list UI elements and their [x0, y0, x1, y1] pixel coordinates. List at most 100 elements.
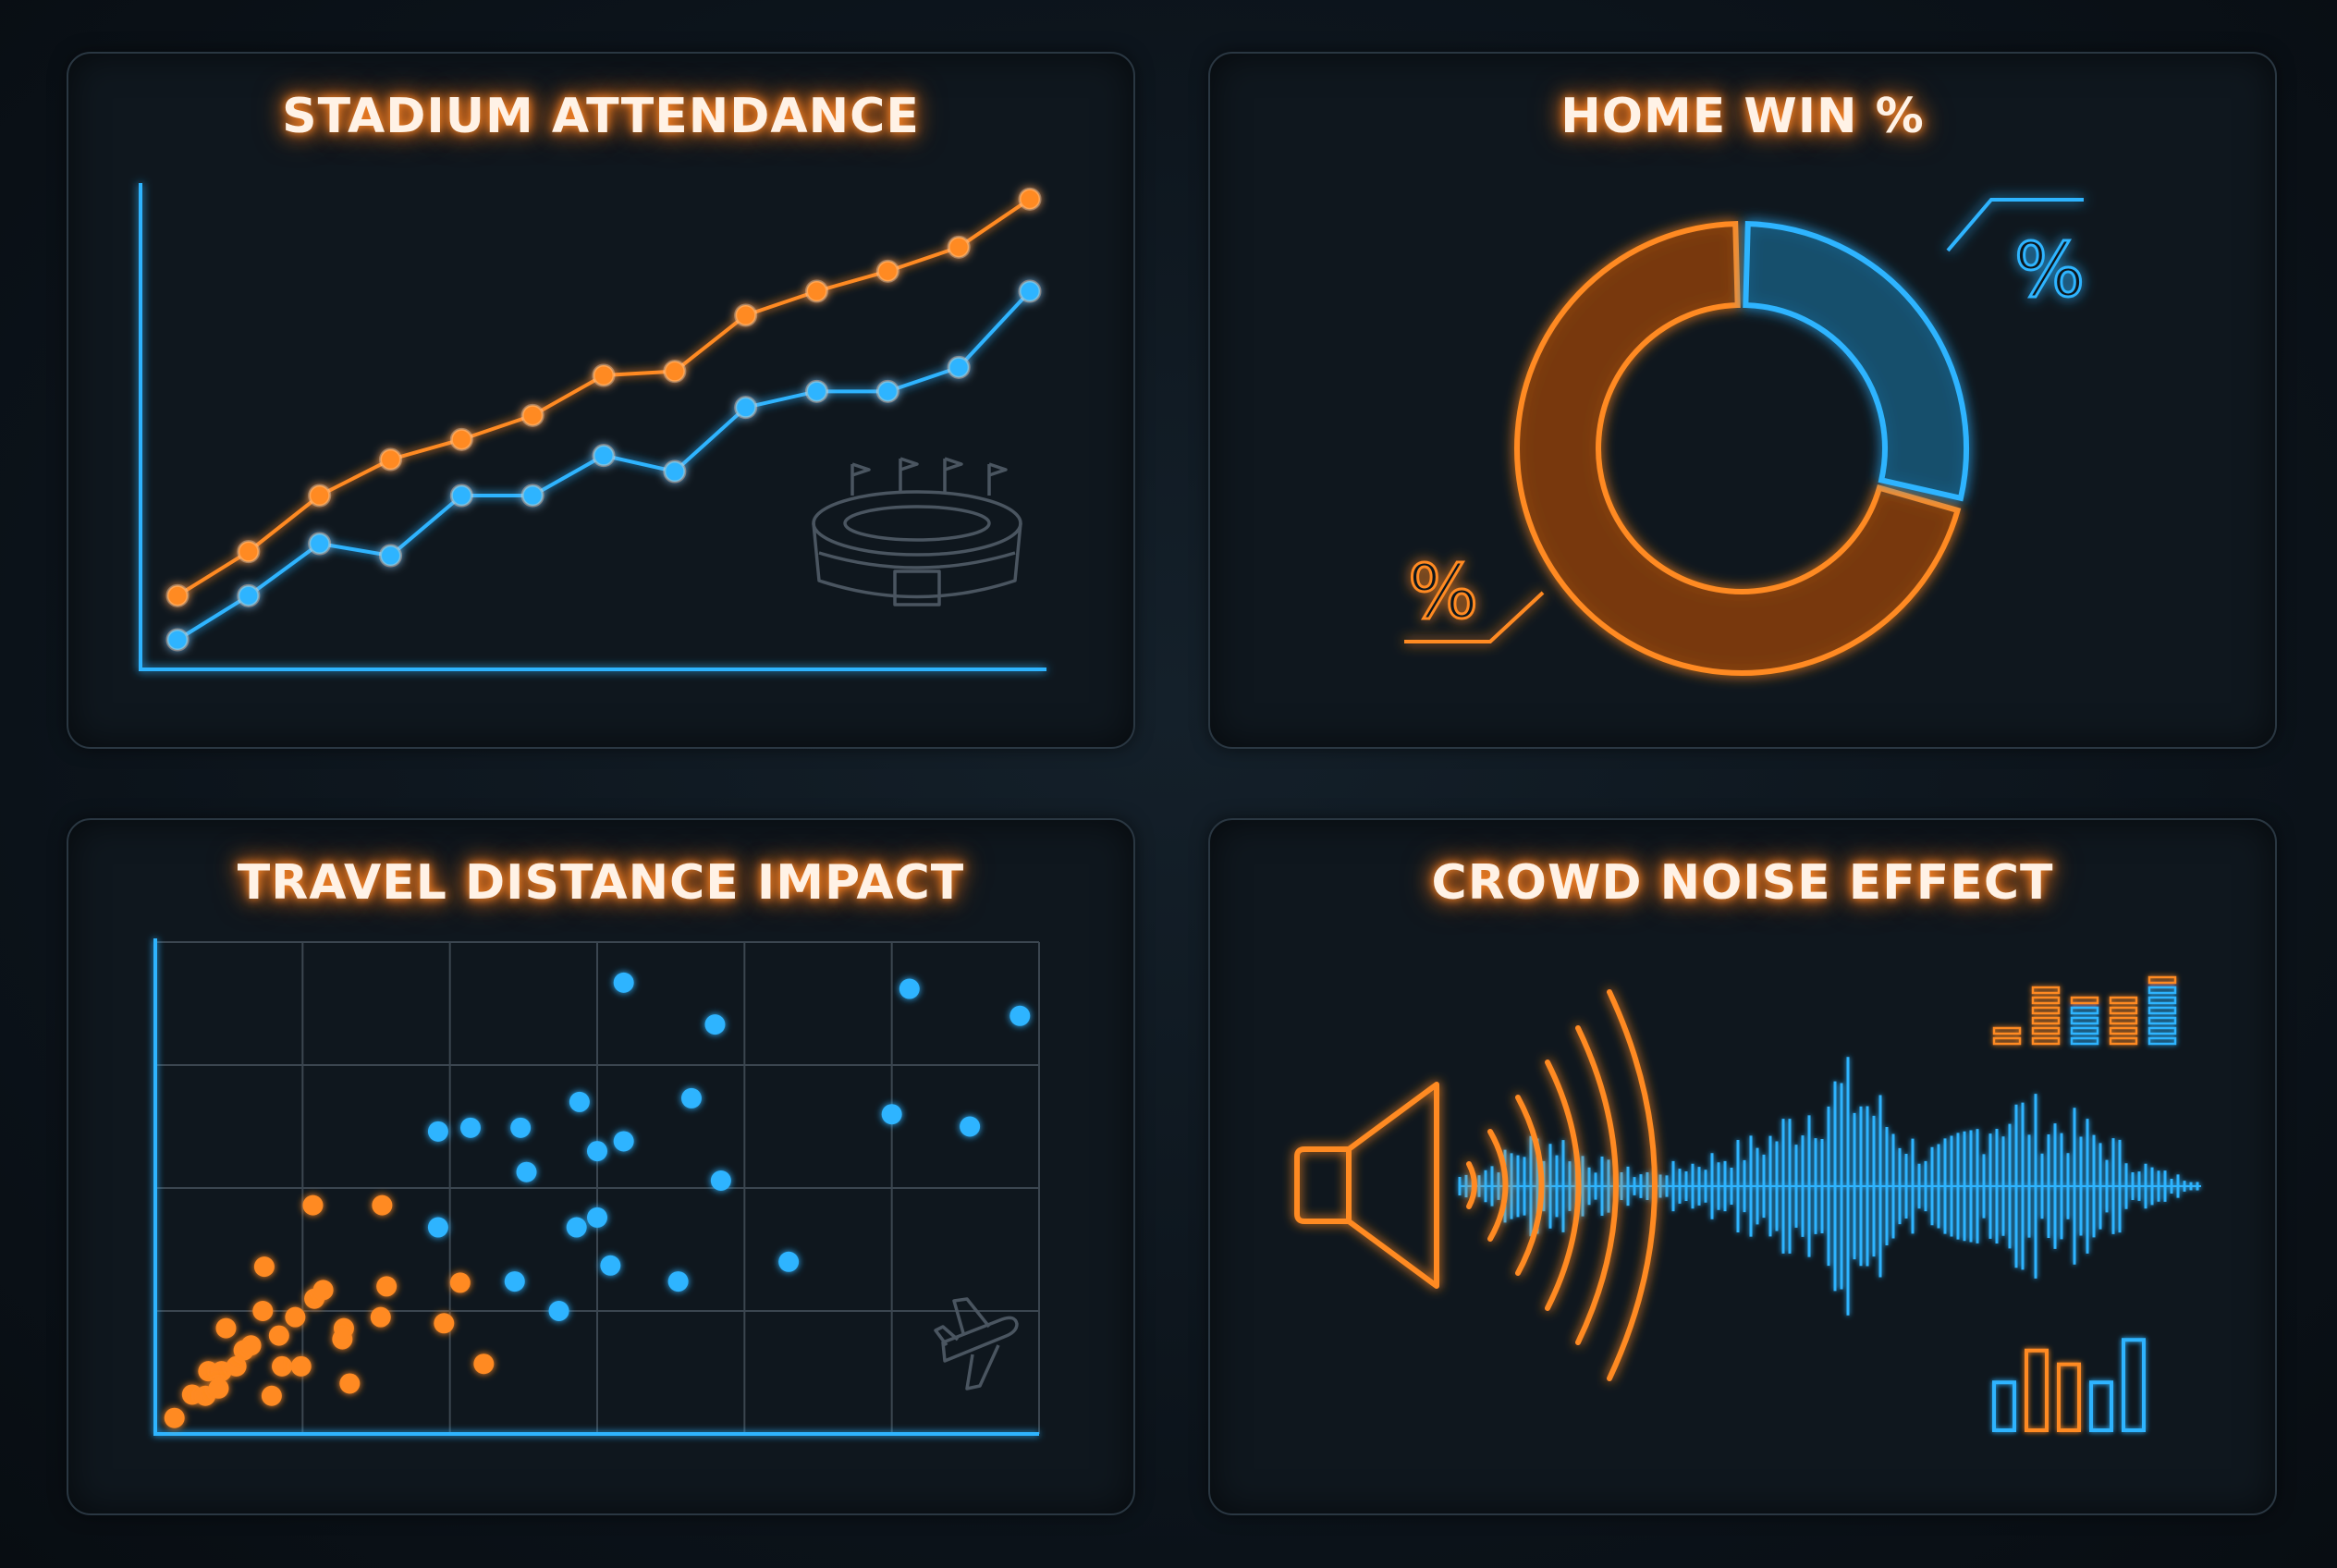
- scatter-point-blue: [516, 1161, 537, 1182]
- scatter-point-orange: [272, 1355, 293, 1377]
- scatter-point-orange: [376, 1276, 398, 1297]
- panel-travel-distance: TRAVEL DISTANCE IMPACT: [67, 818, 1135, 1515]
- attendance-line-chart: [139, 183, 1046, 671]
- data-point-orange: [875, 259, 899, 283]
- scatter-point-blue: [587, 1141, 607, 1162]
- scatter-point-orange: [164, 1407, 185, 1428]
- equalizer-icon: [1992, 975, 2177, 1046]
- data-point-blue: [379, 544, 402, 568]
- scatter-point-orange: [285, 1306, 306, 1328]
- data-point-orange: [449, 427, 473, 451]
- stadium-icon: [812, 457, 1022, 606]
- scatter-point-orange: [449, 1272, 471, 1293]
- scatter-point-orange: [339, 1373, 361, 1394]
- data-point-orange: [379, 447, 402, 472]
- noise-bar: [2089, 1380, 2113, 1432]
- scatter-point-orange: [253, 1256, 275, 1278]
- line-axes: [139, 183, 1046, 671]
- scatter-point-orange: [208, 1378, 229, 1399]
- noise-bar: [2025, 1348, 2049, 1432]
- scatter-point-orange: [332, 1329, 353, 1350]
- panel-title: HOME WIN %: [1560, 89, 1925, 144]
- data-point-orange: [663, 360, 687, 384]
- donut-slice-orange: [1514, 221, 1962, 676]
- scatter-point-orange: [226, 1355, 247, 1377]
- scatter-point-orange: [370, 1306, 391, 1328]
- scatter-point-blue: [960, 1116, 981, 1137]
- scatter-point-blue: [427, 1121, 448, 1142]
- scatter-point-blue: [548, 1301, 569, 1321]
- data-point-orange: [237, 540, 261, 564]
- scatter-point-orange: [312, 1280, 334, 1301]
- panel-title: STADIUM ATTENDANCE: [282, 89, 920, 144]
- scatter-point-orange: [434, 1313, 455, 1334]
- scatter-point-orange: [372, 1194, 393, 1216]
- panel-title: TRAVEL DISTANCE IMPACT: [237, 855, 965, 911]
- data-point-blue: [947, 355, 971, 379]
- percent-label-orange: %: [1408, 549, 1478, 635]
- airplane-icon: [934, 1297, 1019, 1390]
- percent-label-blue: %: [2014, 227, 2085, 313]
- data-point-blue: [165, 628, 190, 652]
- panel-crowd-noise: CROWD NOISE EFFECT: [1208, 818, 2277, 1515]
- scatter-point-blue: [881, 1104, 902, 1125]
- crowd-noise-chart: [1294, 975, 2201, 1433]
- scatter-point-blue: [680, 1087, 702, 1109]
- scatter-point-orange: [268, 1325, 289, 1346]
- panel-stadium-attendance: STADIUM ATTENDANCE: [67, 52, 1135, 749]
- data-point-blue: [520, 484, 544, 508]
- scatter-point-blue: [710, 1170, 731, 1192]
- data-point-blue: [1018, 279, 1042, 303]
- scatter-point-blue: [600, 1255, 621, 1276]
- scatter-point-orange: [240, 1335, 262, 1356]
- data-point-orange: [520, 403, 544, 427]
- scatter-point-blue: [459, 1117, 481, 1138]
- data-point-orange: [308, 484, 332, 508]
- scatter-point-blue: [613, 1131, 634, 1152]
- series-line-orange: [176, 197, 1032, 598]
- scatter-point-blue: [899, 978, 920, 999]
- data-point-blue: [875, 379, 899, 403]
- data-point-orange: [805, 279, 828, 303]
- donut-slice-blue: [1743, 221, 1969, 502]
- data-point-orange: [947, 235, 971, 259]
- data-point-orange: [1018, 187, 1042, 211]
- data-point-orange: [592, 363, 616, 387]
- speaker-icon: [1294, 989, 1658, 1381]
- data-point-orange: [165, 583, 190, 607]
- data-point-blue: [663, 459, 687, 484]
- noise-bar: [1992, 1380, 2016, 1432]
- panel-home-win: HOME WIN % % %: [1208, 52, 2277, 749]
- noise-bar: [2057, 1362, 2081, 1433]
- scatter-point-blue: [778, 1251, 800, 1272]
- scatter-point-blue: [504, 1271, 525, 1292]
- scatter-point-orange: [302, 1194, 324, 1216]
- scatter-point-blue: [587, 1207, 607, 1228]
- sound-waveform: [1458, 1057, 2201, 1316]
- travel-scatter-chart: [153, 938, 1040, 1436]
- data-point-blue: [592, 444, 616, 468]
- scatter-point-orange: [215, 1317, 237, 1339]
- scatter-point-orange: [252, 1301, 274, 1321]
- scatter-point-blue: [566, 1217, 587, 1238]
- panel-title: CROWD NOISE EFFECT: [1431, 855, 2054, 911]
- scatter-point-blue: [1009, 1005, 1031, 1026]
- data-point-orange: [734, 303, 758, 327]
- scatter-point-blue: [704, 1014, 726, 1035]
- scatter-point-blue: [613, 972, 634, 993]
- noise-bar: [2122, 1338, 2146, 1432]
- data-point-blue: [449, 484, 473, 508]
- scatter-point-orange: [261, 1385, 282, 1406]
- scatter-point-blue: [427, 1217, 448, 1238]
- scatter-point-orange: [473, 1354, 495, 1375]
- home-win-donut-chart: % %: [1404, 198, 2086, 676]
- percent-icon: [1404, 591, 1545, 643]
- scatter-point-blue: [569, 1091, 590, 1112]
- data-point-blue: [237, 583, 261, 607]
- data-point-blue: [734, 396, 758, 420]
- scatter-point-blue: [667, 1271, 689, 1292]
- data-point-blue: [308, 532, 332, 556]
- percent-icon: [1946, 198, 2084, 252]
- scatter-point-orange: [290, 1355, 312, 1377]
- scatter-point-blue: [510, 1117, 532, 1138]
